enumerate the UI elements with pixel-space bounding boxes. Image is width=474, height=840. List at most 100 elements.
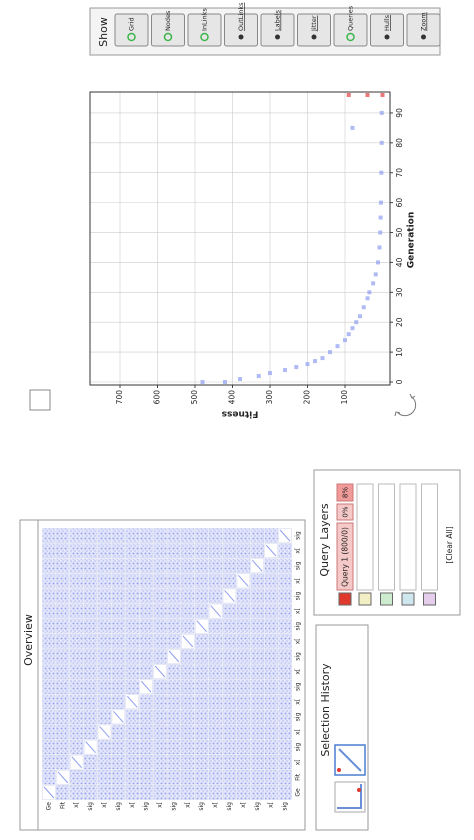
overview-cell[interactable]: [264, 558, 278, 574]
overview-cell[interactable]: [97, 754, 112, 770]
overview-cell[interactable]: [264, 649, 278, 664]
overview-cell[interactable]: [208, 770, 223, 785]
overview-cell[interactable]: [70, 558, 84, 574]
layer-color[interactable]: [423, 592, 436, 606]
overview-cell[interactable]: [222, 679, 237, 694]
overview-cell[interactable]: [167, 618, 181, 634]
overview-cell[interactable]: [56, 754, 70, 770]
overview-cell[interactable]: [222, 739, 237, 755]
overview-cell[interactable]: [195, 694, 209, 710]
overview-cell[interactable]: [278, 558, 292, 574]
overview-cell[interactable]: [222, 724, 237, 740]
overview-cell[interactable]: [222, 664, 237, 679]
overview-cell[interactable]: [264, 709, 278, 725]
overview-cell[interactable]: [181, 694, 195, 710]
overview-cell[interactable]: [97, 649, 112, 664]
overview-cell[interactable]: [56, 634, 70, 649]
overview-cell[interactable]: [111, 528, 126, 543]
overview-cell[interactable]: [97, 618, 112, 634]
overview-cell[interactable]: [70, 739, 84, 755]
overview-cell[interactable]: [264, 528, 278, 543]
overview-cell[interactable]: [208, 739, 223, 755]
overview-cell[interactable]: [250, 634, 264, 649]
overview-cell[interactable]: [236, 603, 251, 619]
overview-cell[interactable]: [70, 543, 84, 558]
overview-cell[interactable]: [42, 694, 56, 710]
overview-cell[interactable]: [222, 709, 237, 725]
overview-cell[interactable]: [70, 694, 84, 710]
overview-cell[interactable]: [83, 709, 98, 725]
overview-cell[interactable]: [278, 634, 292, 649]
overview-cell[interactable]: [264, 754, 278, 770]
overview-cell[interactable]: [42, 679, 56, 694]
overview-cell[interactable]: [250, 603, 264, 619]
overview-cell[interactable]: [97, 664, 112, 679]
overview-cell[interactable]: [181, 770, 195, 785]
overview-cell[interactable]: [250, 588, 264, 604]
overview-cell[interactable]: [153, 679, 167, 694]
overview-cell[interactable]: [56, 785, 70, 800]
overview-cell[interactable]: [125, 709, 139, 725]
overview-cell[interactable]: [56, 528, 70, 543]
overview-cell[interactable]: [264, 664, 278, 679]
overview-cell[interactable]: [111, 573, 126, 589]
overview-cell[interactable]: [236, 528, 251, 543]
overview-cell[interactable]: [111, 664, 126, 679]
overview-cell[interactable]: [195, 528, 209, 543]
overview-cell[interactable]: [181, 588, 195, 604]
overview-cell[interactable]: [208, 649, 223, 664]
overview-cell[interactable]: [278, 664, 292, 679]
overview-cell[interactable]: [278, 588, 292, 604]
overview-cell[interactable]: [222, 603, 237, 619]
overview-cell[interactable]: [56, 588, 70, 604]
show-button[interactable]: [406, 13, 441, 47]
overview-cell[interactable]: [167, 679, 181, 694]
overview-cell[interactable]: [278, 649, 292, 664]
overview-cell[interactable]: [278, 573, 292, 589]
layer-field[interactable]: [399, 483, 417, 591]
overview-cell[interactable]: [125, 618, 139, 634]
overview-cell[interactable]: [278, 694, 292, 710]
overview-cell[interactable]: [139, 754, 153, 770]
show-button[interactable]: [114, 13, 149, 47]
overview-cell[interactable]: [250, 739, 264, 755]
overview-cell[interactable]: [97, 770, 112, 785]
overview-cell[interactable]: [264, 618, 278, 634]
overview-cell[interactable]: [222, 543, 237, 558]
overview-cell[interactable]: [222, 649, 237, 664]
show-button[interactable]: [370, 13, 404, 47]
overview-cell[interactable]: [208, 709, 223, 725]
overview-cell[interactable]: [56, 558, 70, 574]
overview-cell[interactable]: [195, 754, 209, 770]
overview-cell[interactable]: [278, 618, 292, 634]
overview-cell[interactable]: [236, 709, 251, 725]
overview-cell[interactable]: [83, 543, 98, 558]
overview-cell[interactable]: [181, 573, 195, 589]
overview-cell[interactable]: [42, 754, 56, 770]
overview-cell[interactable]: [195, 739, 209, 755]
overview-cell[interactable]: [42, 709, 56, 725]
overview-cell[interactable]: [83, 573, 98, 589]
overview-cell[interactable]: [125, 785, 139, 800]
overview-cell[interactable]: [208, 679, 223, 694]
overview-cell[interactable]: [83, 649, 98, 664]
overview-cell[interactable]: [56, 618, 70, 634]
show-button[interactable]: [333, 13, 368, 47]
overview-cell[interactable]: [42, 543, 56, 558]
overview-cell[interactable]: [236, 739, 251, 755]
overview-cell[interactable]: [181, 664, 195, 679]
overview-cell[interactable]: [208, 754, 223, 770]
overview-cell[interactable]: [125, 754, 139, 770]
overview-cell[interactable]: [208, 573, 223, 589]
overview-cell[interactable]: [195, 709, 209, 725]
overview-cell[interactable]: [56, 679, 70, 694]
overview-cell[interactable]: [56, 603, 70, 619]
overview-cell[interactable]: [83, 588, 98, 604]
overview-cell[interactable]: [222, 770, 237, 785]
overview-cell[interactable]: [83, 603, 98, 619]
overview-cell[interactable]: [278, 724, 292, 740]
overview-cell[interactable]: [181, 543, 195, 558]
overview-cell[interactable]: [111, 618, 126, 634]
overview-cell[interactable]: [83, 679, 98, 694]
overview-cell[interactable]: [278, 754, 292, 770]
